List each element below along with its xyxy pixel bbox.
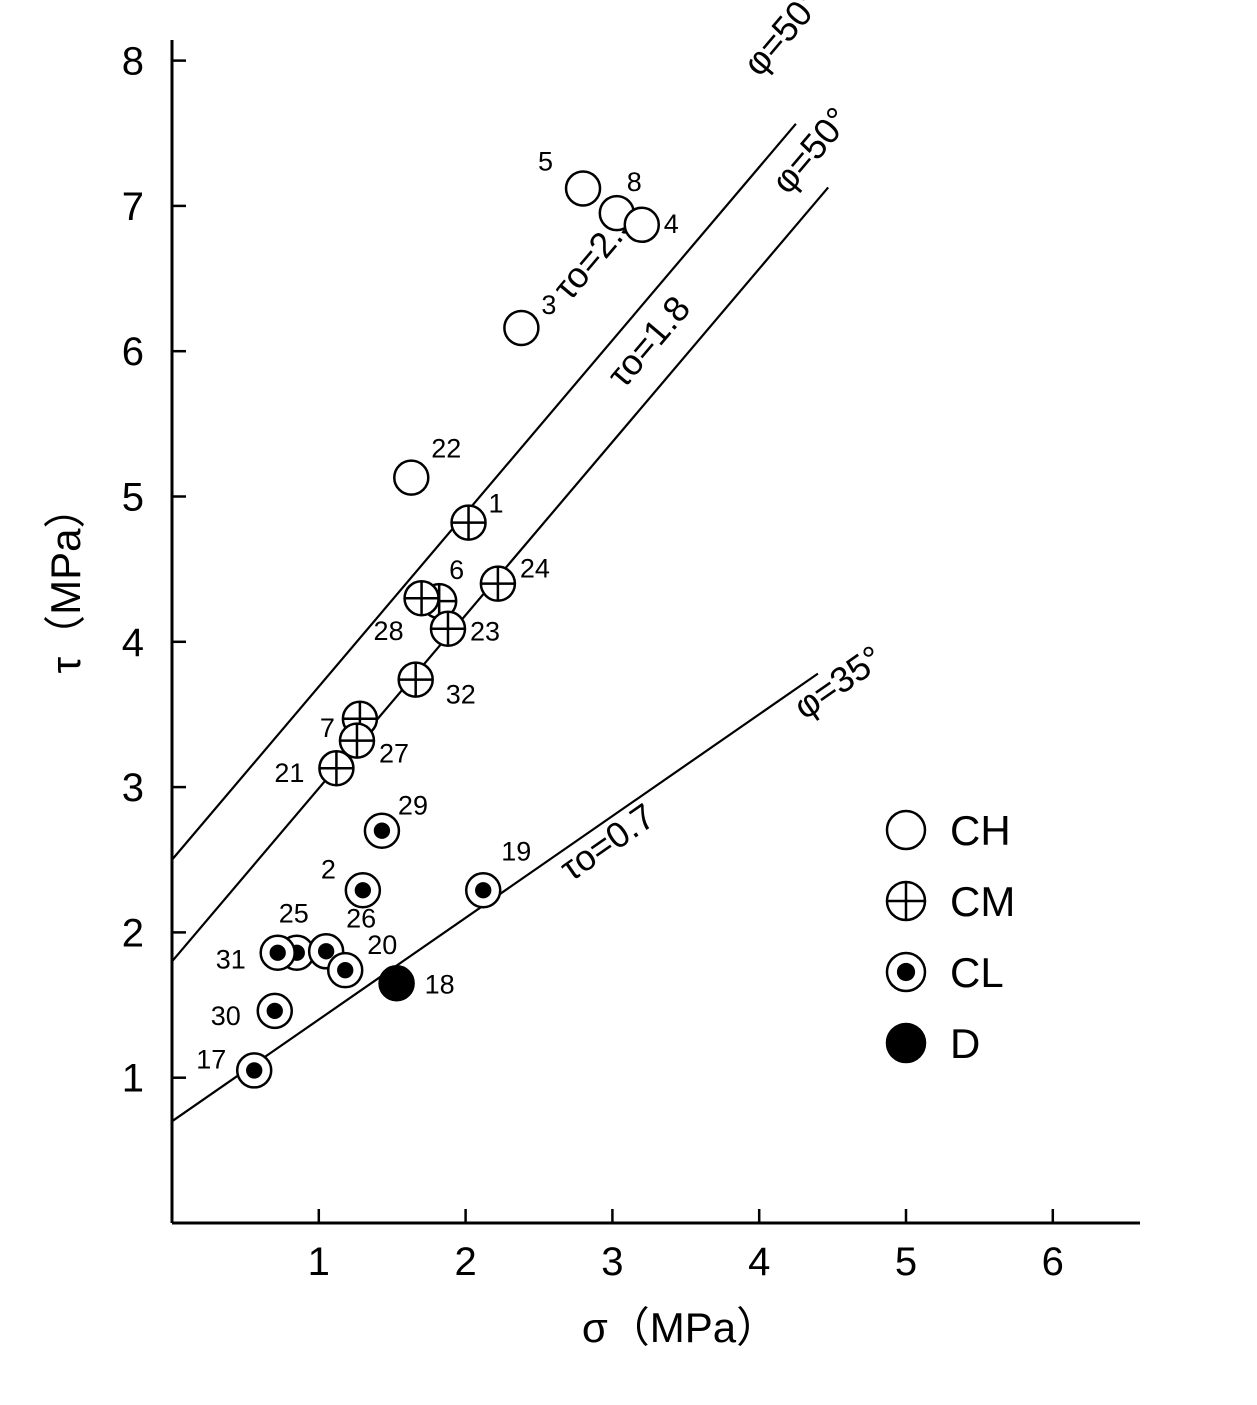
line-phi-label: φ=50° <box>735 0 830 83</box>
data-point-ch <box>503 309 540 347</box>
y-tick-label: 6 <box>122 330 144 374</box>
legend: CH CM CL D <box>885 807 1015 1067</box>
x-tick-label: 6 <box>1042 1240 1064 1284</box>
line-phi-label: φ=50° <box>763 99 858 201</box>
x-tick-label: 1 <box>308 1240 330 1284</box>
marker-ring <box>564 170 602 207</box>
data-point-label: 30 <box>211 1001 241 1031</box>
y-tick-label: 1 <box>122 1057 144 1101</box>
data-point-label: 3 <box>541 290 556 320</box>
failure-envelope-line <box>171 123 797 861</box>
marker-ring <box>623 206 661 244</box>
y-tick-label: 4 <box>122 621 144 665</box>
x-tick-label: 2 <box>454 1240 476 1284</box>
y-tick-label: 5 <box>122 476 144 520</box>
data-point-label: 32 <box>446 680 476 710</box>
data-point-label: 22 <box>431 434 461 464</box>
data-point-label: 18 <box>425 969 455 999</box>
line-label-group: τo=0.7 φ=35° <box>552 637 890 889</box>
legend-marker-d <box>885 1022 927 1064</box>
legend-label: CM <box>950 878 1015 925</box>
data-point-ch <box>564 170 602 207</box>
marker-dot <box>266 1002 283 1020</box>
data-point-label: 17 <box>196 1044 226 1074</box>
marker-dot <box>373 822 391 839</box>
marker-ring <box>393 459 430 496</box>
data-point-d <box>378 965 415 1002</box>
data-point-label: 29 <box>398 791 428 821</box>
data-point-cm <box>397 661 434 698</box>
data-point-cm <box>479 565 517 602</box>
x-axis-title: σ（MPa） <box>582 1304 778 1351</box>
y-axis-title: τ（MPa） <box>42 487 89 674</box>
marker-dot <box>317 943 335 960</box>
data-point-label: 27 <box>379 739 409 769</box>
data-point-cl <box>464 872 502 909</box>
data-point-cl <box>363 812 401 849</box>
data-point-label: 31 <box>216 945 246 975</box>
data-point-label: 1 <box>489 489 504 519</box>
x-tick-label: 3 <box>601 1240 623 1284</box>
data-point-cl <box>259 934 296 971</box>
legend-marker-cm <box>885 880 927 922</box>
marker-dot <box>337 962 354 979</box>
data-point-label: 21 <box>274 758 304 788</box>
data-point-label: 8 <box>627 167 642 197</box>
y-tick-label: 8 <box>122 40 144 84</box>
data-point-label: 25 <box>279 899 309 929</box>
marker-dot <box>475 882 492 899</box>
data-point-cm <box>338 722 376 759</box>
data-point-label: 7 <box>320 713 335 743</box>
data-point-label: 2 <box>321 854 336 884</box>
y-tick-label: 2 <box>122 911 144 955</box>
marker-dot <box>354 882 371 899</box>
data-point-ch <box>393 459 430 496</box>
data-point-cm <box>403 579 440 617</box>
line-label-group: τo=1.8 φ=50° <box>599 99 858 395</box>
legend-label: D <box>950 1020 980 1067</box>
data-point-ch <box>623 206 661 244</box>
y-tick-label: 7 <box>122 185 144 229</box>
line-tau-label: τo=1.8 <box>599 288 698 395</box>
data-point-label: 24 <box>520 554 550 584</box>
data-point-cl <box>344 872 382 909</box>
data-point-cm <box>450 504 487 541</box>
y-tick-label: 3 <box>122 766 144 810</box>
data-point-cl <box>256 992 294 1030</box>
line-phi-label: φ=35° <box>786 637 891 727</box>
marker-ring <box>503 309 540 347</box>
x-tick-label: 5 <box>895 1240 917 1284</box>
data-point-cm <box>318 749 355 787</box>
marker-fill <box>885 1022 927 1064</box>
marker-ring <box>885 809 927 851</box>
marker-dot <box>896 962 916 982</box>
data-point-label: 28 <box>374 616 404 646</box>
data-point-label: 4 <box>664 209 679 239</box>
x-tick-label: 4 <box>748 1240 770 1284</box>
data-point-cl <box>326 951 364 989</box>
line-tau-label: τo=0.7 <box>552 795 662 889</box>
data-point-label: 20 <box>367 930 397 960</box>
legend-label: CH <box>950 807 1011 854</box>
data-point-cl <box>235 1052 273 1089</box>
marker-fill <box>378 965 415 1002</box>
legend-marker-ch <box>885 809 927 851</box>
marker-dot <box>246 1062 263 1079</box>
data-point-cm <box>429 610 467 647</box>
legend-label: CL <box>950 949 1004 996</box>
marker-dot <box>269 944 286 961</box>
data-point-label: 5 <box>538 146 553 176</box>
data-point-label: 19 <box>501 836 531 866</box>
legend-marker-cl <box>885 951 927 993</box>
data-point-label: 26 <box>346 903 376 933</box>
data-point-label: 23 <box>470 617 500 647</box>
data-point-label: 6 <box>449 555 464 585</box>
